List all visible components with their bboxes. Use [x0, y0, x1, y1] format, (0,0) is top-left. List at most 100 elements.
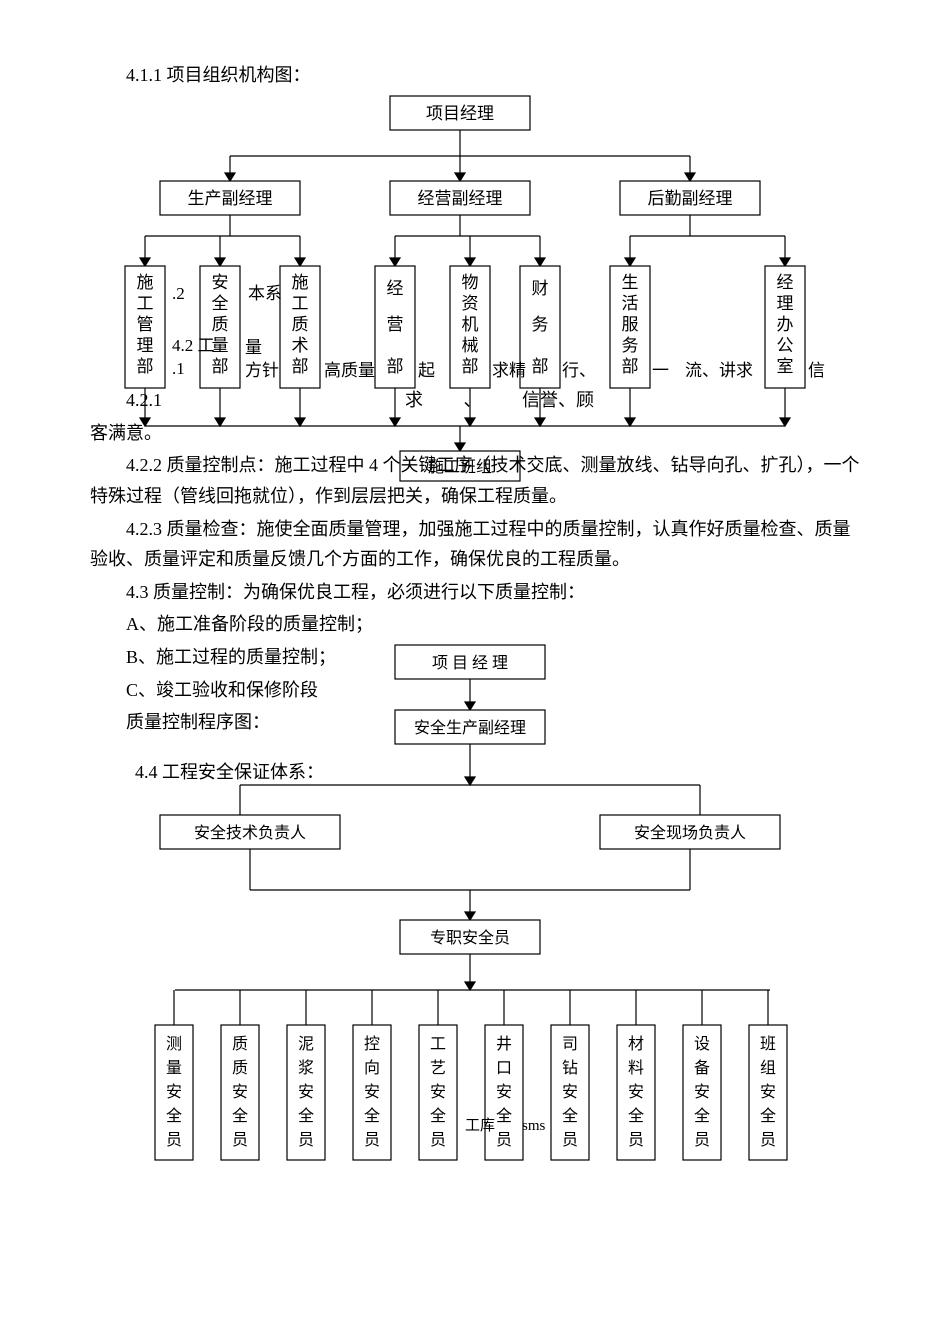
svg-text:生产副经理: 生产副经理	[188, 189, 273, 208]
svg-text:方针: 方针	[245, 361, 279, 380]
svg-text:质: 质	[212, 315, 229, 334]
svg-text:务: 务	[622, 336, 639, 355]
svg-text:求精: 求精	[492, 361, 526, 380]
svg-text:安全现场负责人: 安全现场负责人	[634, 824, 746, 842]
svg-text:务: 务	[532, 315, 549, 334]
svg-text:安: 安	[298, 1083, 314, 1101]
svg-text:术: 术	[292, 336, 309, 355]
svg-text:工: 工	[430, 1036, 446, 1053]
svg-text:工: 工	[292, 294, 309, 313]
svg-text:施: 施	[137, 273, 154, 292]
svg-text:项目经理: 项目经理	[426, 104, 494, 123]
svg-text:控: 控	[364, 1035, 380, 1053]
svg-text:组: 组	[760, 1059, 776, 1077]
svg-text:全: 全	[562, 1107, 578, 1125]
svg-text:口: 口	[496, 1060, 512, 1077]
svg-text:办: 办	[777, 315, 794, 334]
svg-text:测: 测	[166, 1035, 182, 1053]
svg-text:全: 全	[496, 1107, 512, 1125]
svg-text:员: 员	[562, 1131, 578, 1149]
svg-text:质: 质	[292, 315, 309, 334]
svg-text:安: 安	[562, 1083, 578, 1101]
svg-text:sms: sms	[522, 1118, 546, 1134]
svg-text:全: 全	[166, 1107, 182, 1125]
svg-text:一: 一	[652, 361, 669, 380]
svg-text:量: 量	[166, 1060, 182, 1077]
svg-text:安: 安	[760, 1083, 776, 1101]
svg-text:高质量: 高质量	[324, 361, 375, 380]
svg-text:生: 生	[622, 273, 639, 292]
svg-text:泥: 泥	[298, 1035, 314, 1053]
svg-text:财: 财	[532, 279, 549, 298]
svg-text:安: 安	[694, 1083, 710, 1101]
svg-text:.2: .2	[172, 284, 185, 303]
svg-text:全: 全	[628, 1107, 644, 1125]
svg-text:部: 部	[137, 357, 154, 376]
svg-text:流、讲求: 流、讲求	[685, 361, 753, 380]
svg-text:部: 部	[292, 357, 309, 376]
svg-text:安全技术负责人: 安全技术负责人	[194, 824, 306, 842]
svg-text:工库: 工库	[465, 1117, 495, 1134]
svg-text:井: 井	[496, 1035, 512, 1053]
opt-a: A、施工准备阶段的质量控制；	[90, 609, 860, 640]
svg-text:信: 信	[808, 361, 825, 380]
svg-text:后勤副经理: 后勤副经理	[648, 189, 733, 208]
svg-text:4.2 工: 4.2 工	[172, 336, 215, 355]
svg-text:安: 安	[232, 1083, 248, 1101]
svg-text:4.4 工程安全保证体系：: 4.4 工程安全保证体系：	[135, 762, 324, 782]
svg-text:本系: 本系	[248, 284, 282, 303]
svg-text:钻: 钻	[562, 1059, 578, 1077]
svg-text:全: 全	[760, 1107, 776, 1125]
svg-text:班: 班	[760, 1035, 776, 1053]
svg-text:服: 服	[622, 315, 639, 334]
svg-text:专职安全员: 专职安全员	[430, 929, 510, 947]
svg-text:起: 起	[418, 361, 435, 380]
svg-text:安: 安	[628, 1083, 644, 1101]
svg-text:活: 活	[622, 294, 639, 313]
svg-text:备: 备	[694, 1059, 710, 1077]
svg-text:艺: 艺	[430, 1059, 446, 1077]
svg-text:部: 部	[212, 357, 229, 376]
svg-text:员: 员	[496, 1131, 512, 1149]
svg-text:理: 理	[137, 336, 154, 355]
svg-text:全: 全	[694, 1107, 710, 1125]
svg-text:行、: 行、	[562, 361, 596, 380]
svg-text:安: 安	[212, 273, 229, 292]
para-421b: 客满意。	[90, 418, 860, 449]
svg-text:员: 员	[628, 1131, 644, 1149]
svg-text:员: 员	[364, 1131, 380, 1149]
svg-text:全: 全	[364, 1107, 380, 1125]
para-423: 4.2.3 质量检查：施使全面质量管理，加强施工过程中的质量控制，认真作好质量检…	[90, 514, 860, 575]
svg-text:营: 营	[387, 315, 404, 334]
svg-text:机: 机	[462, 315, 479, 334]
svg-text:全: 全	[298, 1107, 314, 1125]
svg-text:司: 司	[562, 1036, 578, 1053]
svg-text:管: 管	[137, 315, 154, 334]
svg-text:安: 安	[496, 1083, 512, 1101]
para-43: 4.3 质量控制：为确保优良工程，必须进行以下质量控制：	[90, 577, 860, 608]
svg-text:全: 全	[430, 1107, 446, 1125]
svg-text:员: 员	[298, 1131, 314, 1149]
svg-text:质: 质	[232, 1035, 248, 1053]
svg-text:资: 资	[462, 294, 479, 313]
svg-text:全: 全	[232, 1107, 248, 1125]
svg-text:械: 械	[462, 336, 479, 355]
svg-text:设: 设	[694, 1035, 710, 1053]
svg-text:质: 质	[232, 1059, 248, 1077]
svg-text:施: 施	[292, 273, 309, 292]
svg-text:员: 员	[430, 1131, 446, 1149]
svg-text:部: 部	[622, 357, 639, 376]
svg-text:安: 安	[364, 1083, 380, 1101]
svg-text:部: 部	[532, 357, 549, 376]
svg-text:室: 室	[777, 357, 794, 376]
svg-text:项 目 经 理: 项 目 经 理	[432, 654, 508, 672]
svg-text:部: 部	[462, 357, 479, 376]
svg-text:理: 理	[777, 294, 794, 313]
para-421: 4.2.1 求 、 信誉、顾	[90, 385, 860, 416]
svg-text:工: 工	[137, 294, 154, 313]
svg-text:安全生产副经理: 安全生产副经理	[414, 719, 526, 737]
svg-text:量: 量	[245, 338, 262, 357]
svg-text:向: 向	[364, 1059, 380, 1077]
svg-text:物: 物	[462, 273, 479, 292]
para-422: 4.2.2 质量控制点：施工过程中 4 个关键工序（技术交底、测量放线、钻导向孔…	[90, 450, 860, 511]
